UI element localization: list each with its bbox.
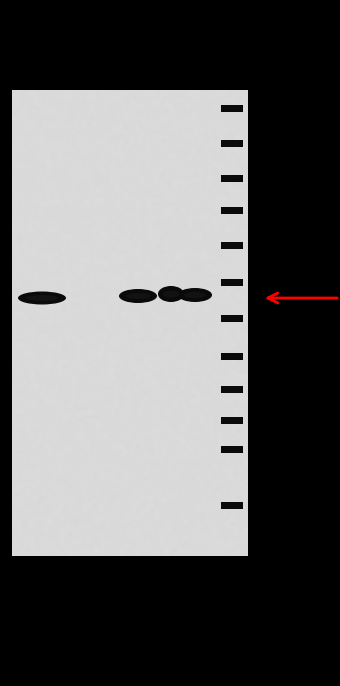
Ellipse shape xyxy=(184,292,206,298)
Bar xyxy=(221,445,243,453)
Bar xyxy=(221,206,243,213)
Ellipse shape xyxy=(158,286,184,302)
Bar xyxy=(221,353,243,359)
Ellipse shape xyxy=(163,290,180,298)
Bar xyxy=(221,279,243,285)
Bar xyxy=(221,416,243,423)
Ellipse shape xyxy=(119,289,157,303)
Ellipse shape xyxy=(126,293,150,299)
Bar xyxy=(221,501,243,508)
Bar xyxy=(221,314,243,322)
Bar xyxy=(221,241,243,248)
Bar xyxy=(221,174,243,182)
Bar xyxy=(221,139,243,147)
Ellipse shape xyxy=(18,292,66,305)
Ellipse shape xyxy=(178,288,212,302)
Ellipse shape xyxy=(27,295,57,301)
Bar xyxy=(221,104,243,112)
Bar xyxy=(221,386,243,392)
